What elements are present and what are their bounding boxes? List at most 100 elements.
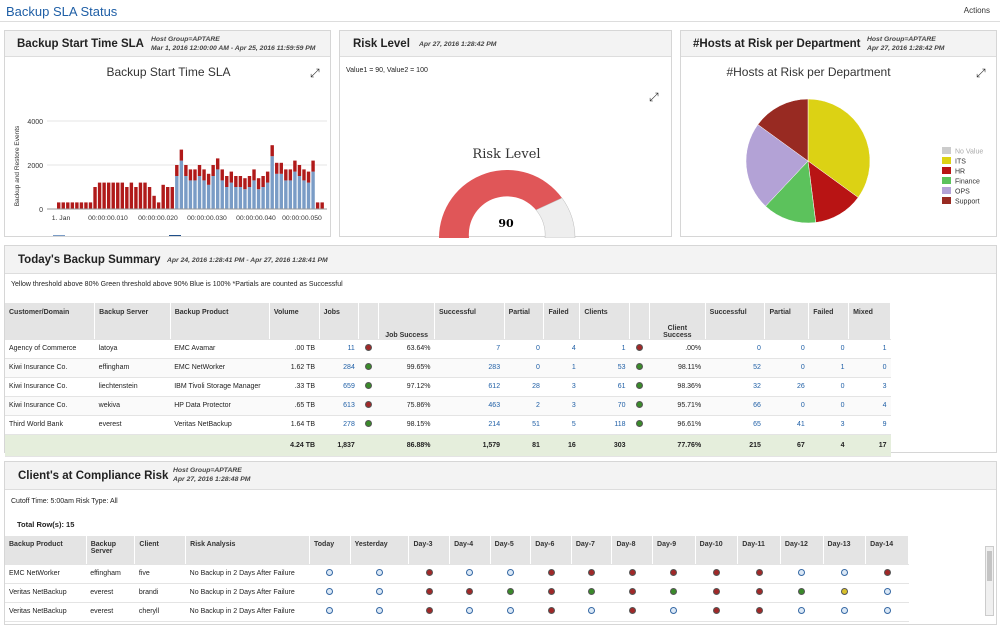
- column-header[interactable]: Day-11: [737, 536, 781, 565]
- actions-menu[interactable]: Actions: [963, 6, 990, 15]
- table-cell[interactable]: 5: [543, 415, 580, 435]
- table-cell[interactable]: 2: [504, 396, 544, 416]
- column-header[interactable]: [629, 303, 650, 340]
- table-cell[interactable]: 1: [579, 339, 630, 359]
- status-dot[interactable]: [571, 564, 612, 584]
- legend-label[interactable]: Started Within 31-60 Min: [184, 235, 271, 236]
- status-dot[interactable]: [695, 564, 738, 584]
- table-cell[interactable]: 3: [848, 377, 891, 397]
- column-header[interactable]: Partial: [504, 303, 545, 340]
- column-header[interactable]: Partial: [764, 303, 810, 340]
- table-cell[interactable]: 0: [808, 339, 849, 359]
- table-cell[interactable]: 214: [434, 415, 505, 435]
- status-dot[interactable]: [449, 564, 491, 584]
- expand-icon[interactable]: ⤢: [649, 90, 659, 104]
- table-cell[interactable]: 283: [434, 358, 505, 378]
- table-cell[interactable]: 52: [705, 358, 765, 378]
- scrollbar-thumb[interactable]: [987, 551, 992, 581]
- table-cell[interactable]: 66: [705, 396, 765, 416]
- status-dot[interactable]: [611, 602, 653, 622]
- legend-swatch[interactable]: [53, 235, 65, 236]
- status-dot[interactable]: [737, 564, 781, 584]
- column-header[interactable]: Clients: [579, 303, 631, 340]
- status-dot[interactable]: [449, 583, 491, 603]
- table-cell[interactable]: 32: [705, 377, 765, 397]
- status-dot[interactable]: [490, 602, 531, 622]
- legend-label[interactable]: Support: [955, 199, 980, 206]
- table-cell[interactable]: 613: [319, 396, 359, 416]
- legend-label[interactable]: OPS: [955, 189, 970, 196]
- table-cell[interactable]: 11: [319, 339, 359, 359]
- status-dot[interactable]: [408, 602, 450, 622]
- legend-swatch[interactable]: [169, 235, 181, 236]
- table-cell[interactable]: 4: [543, 339, 580, 359]
- status-dot[interactable]: [350, 583, 409, 603]
- status-dot[interactable]: [571, 602, 612, 622]
- table-cell[interactable]: 0: [764, 396, 809, 416]
- status-dot[interactable]: [530, 583, 572, 603]
- table-cell[interactable]: 118: [579, 415, 630, 435]
- legend-swatch[interactable]: [942, 167, 951, 174]
- table-cell[interactable]: 0: [764, 339, 809, 359]
- table-cell[interactable]: 1: [543, 358, 580, 378]
- column-header[interactable]: Client: [134, 536, 187, 565]
- status-dot[interactable]: [611, 583, 653, 603]
- pie-slice-its[interactable]: [807, 98, 871, 198]
- status-dot[interactable]: [865, 564, 909, 584]
- pie-slice-finance[interactable]: [765, 160, 817, 224]
- table-cell[interactable]: 659: [319, 377, 359, 397]
- table-cell[interactable]: 278: [319, 415, 359, 435]
- status-dot[interactable]: [309, 583, 351, 603]
- expand-icon[interactable]: ⤢: [310, 66, 320, 80]
- status-dot[interactable]: [309, 564, 351, 584]
- status-dot[interactable]: [652, 583, 696, 603]
- column-header[interactable]: Day-7: [571, 536, 613, 565]
- table-cell[interactable]: 26: [764, 377, 809, 397]
- table-cell[interactable]: 0: [705, 339, 765, 359]
- table-cell[interactable]: 61: [579, 377, 630, 397]
- table-cell[interactable]: 9: [848, 415, 891, 435]
- status-dot[interactable]: [571, 583, 612, 603]
- table-cell[interactable]: 51: [504, 415, 544, 435]
- column-header[interactable]: Successful: [705, 303, 766, 340]
- status-dot[interactable]: [780, 602, 824, 622]
- status-dot[interactable]: [695, 602, 738, 622]
- status-dot[interactable]: [865, 583, 909, 603]
- column-header[interactable]: Failed: [543, 303, 581, 340]
- legend-label[interactable]: No Value: [955, 149, 983, 156]
- table-cell[interactable]: 3: [543, 377, 580, 397]
- column-header[interactable]: Day-12: [780, 536, 824, 565]
- status-dot[interactable]: [695, 583, 738, 603]
- status-dot[interactable]: [449, 602, 491, 622]
- column-header[interactable]: Yesterday: [350, 536, 410, 565]
- legend-swatch[interactable]: [942, 177, 951, 184]
- column-header[interactable]: Risk Analysis: [185, 536, 311, 565]
- column-header[interactable]: [358, 303, 380, 340]
- table-cell[interactable]: 1: [808, 358, 849, 378]
- table-cell[interactable]: 7: [434, 339, 505, 359]
- status-dot[interactable]: [823, 602, 866, 622]
- column-header[interactable]: Jobs: [319, 303, 360, 340]
- column-header[interactable]: Client Success: [649, 303, 706, 340]
- legend-label[interactable]: HR: [955, 169, 965, 176]
- table-cell[interactable]: 3: [543, 396, 580, 416]
- status-dot[interactable]: [823, 564, 866, 584]
- legend-label[interactable]: Started Within 30 Min: [68, 235, 145, 236]
- legend-label[interactable]: Finance: [955, 179, 980, 186]
- column-header[interactable]: Today: [309, 536, 351, 565]
- legend-swatch[interactable]: [942, 147, 951, 154]
- status-dot[interactable]: [408, 564, 450, 584]
- table-cell[interactable]: 1: [848, 339, 891, 359]
- table-cell[interactable]: 4: [848, 396, 891, 416]
- column-header[interactable]: Job Success: [378, 303, 435, 340]
- status-dot[interactable]: [865, 602, 909, 622]
- table-cell[interactable]: 0: [808, 396, 849, 416]
- table-cell[interactable]: 0: [504, 358, 544, 378]
- column-header[interactable]: Day-14: [865, 536, 909, 565]
- table-cell[interactable]: 65: [705, 415, 765, 435]
- table-cell[interactable]: 284: [319, 358, 359, 378]
- column-header[interactable]: Backup Server: [94, 303, 171, 340]
- status-dot[interactable]: [611, 564, 653, 584]
- table-cell[interactable]: 0: [808, 377, 849, 397]
- column-header[interactable]: Day-13: [823, 536, 867, 565]
